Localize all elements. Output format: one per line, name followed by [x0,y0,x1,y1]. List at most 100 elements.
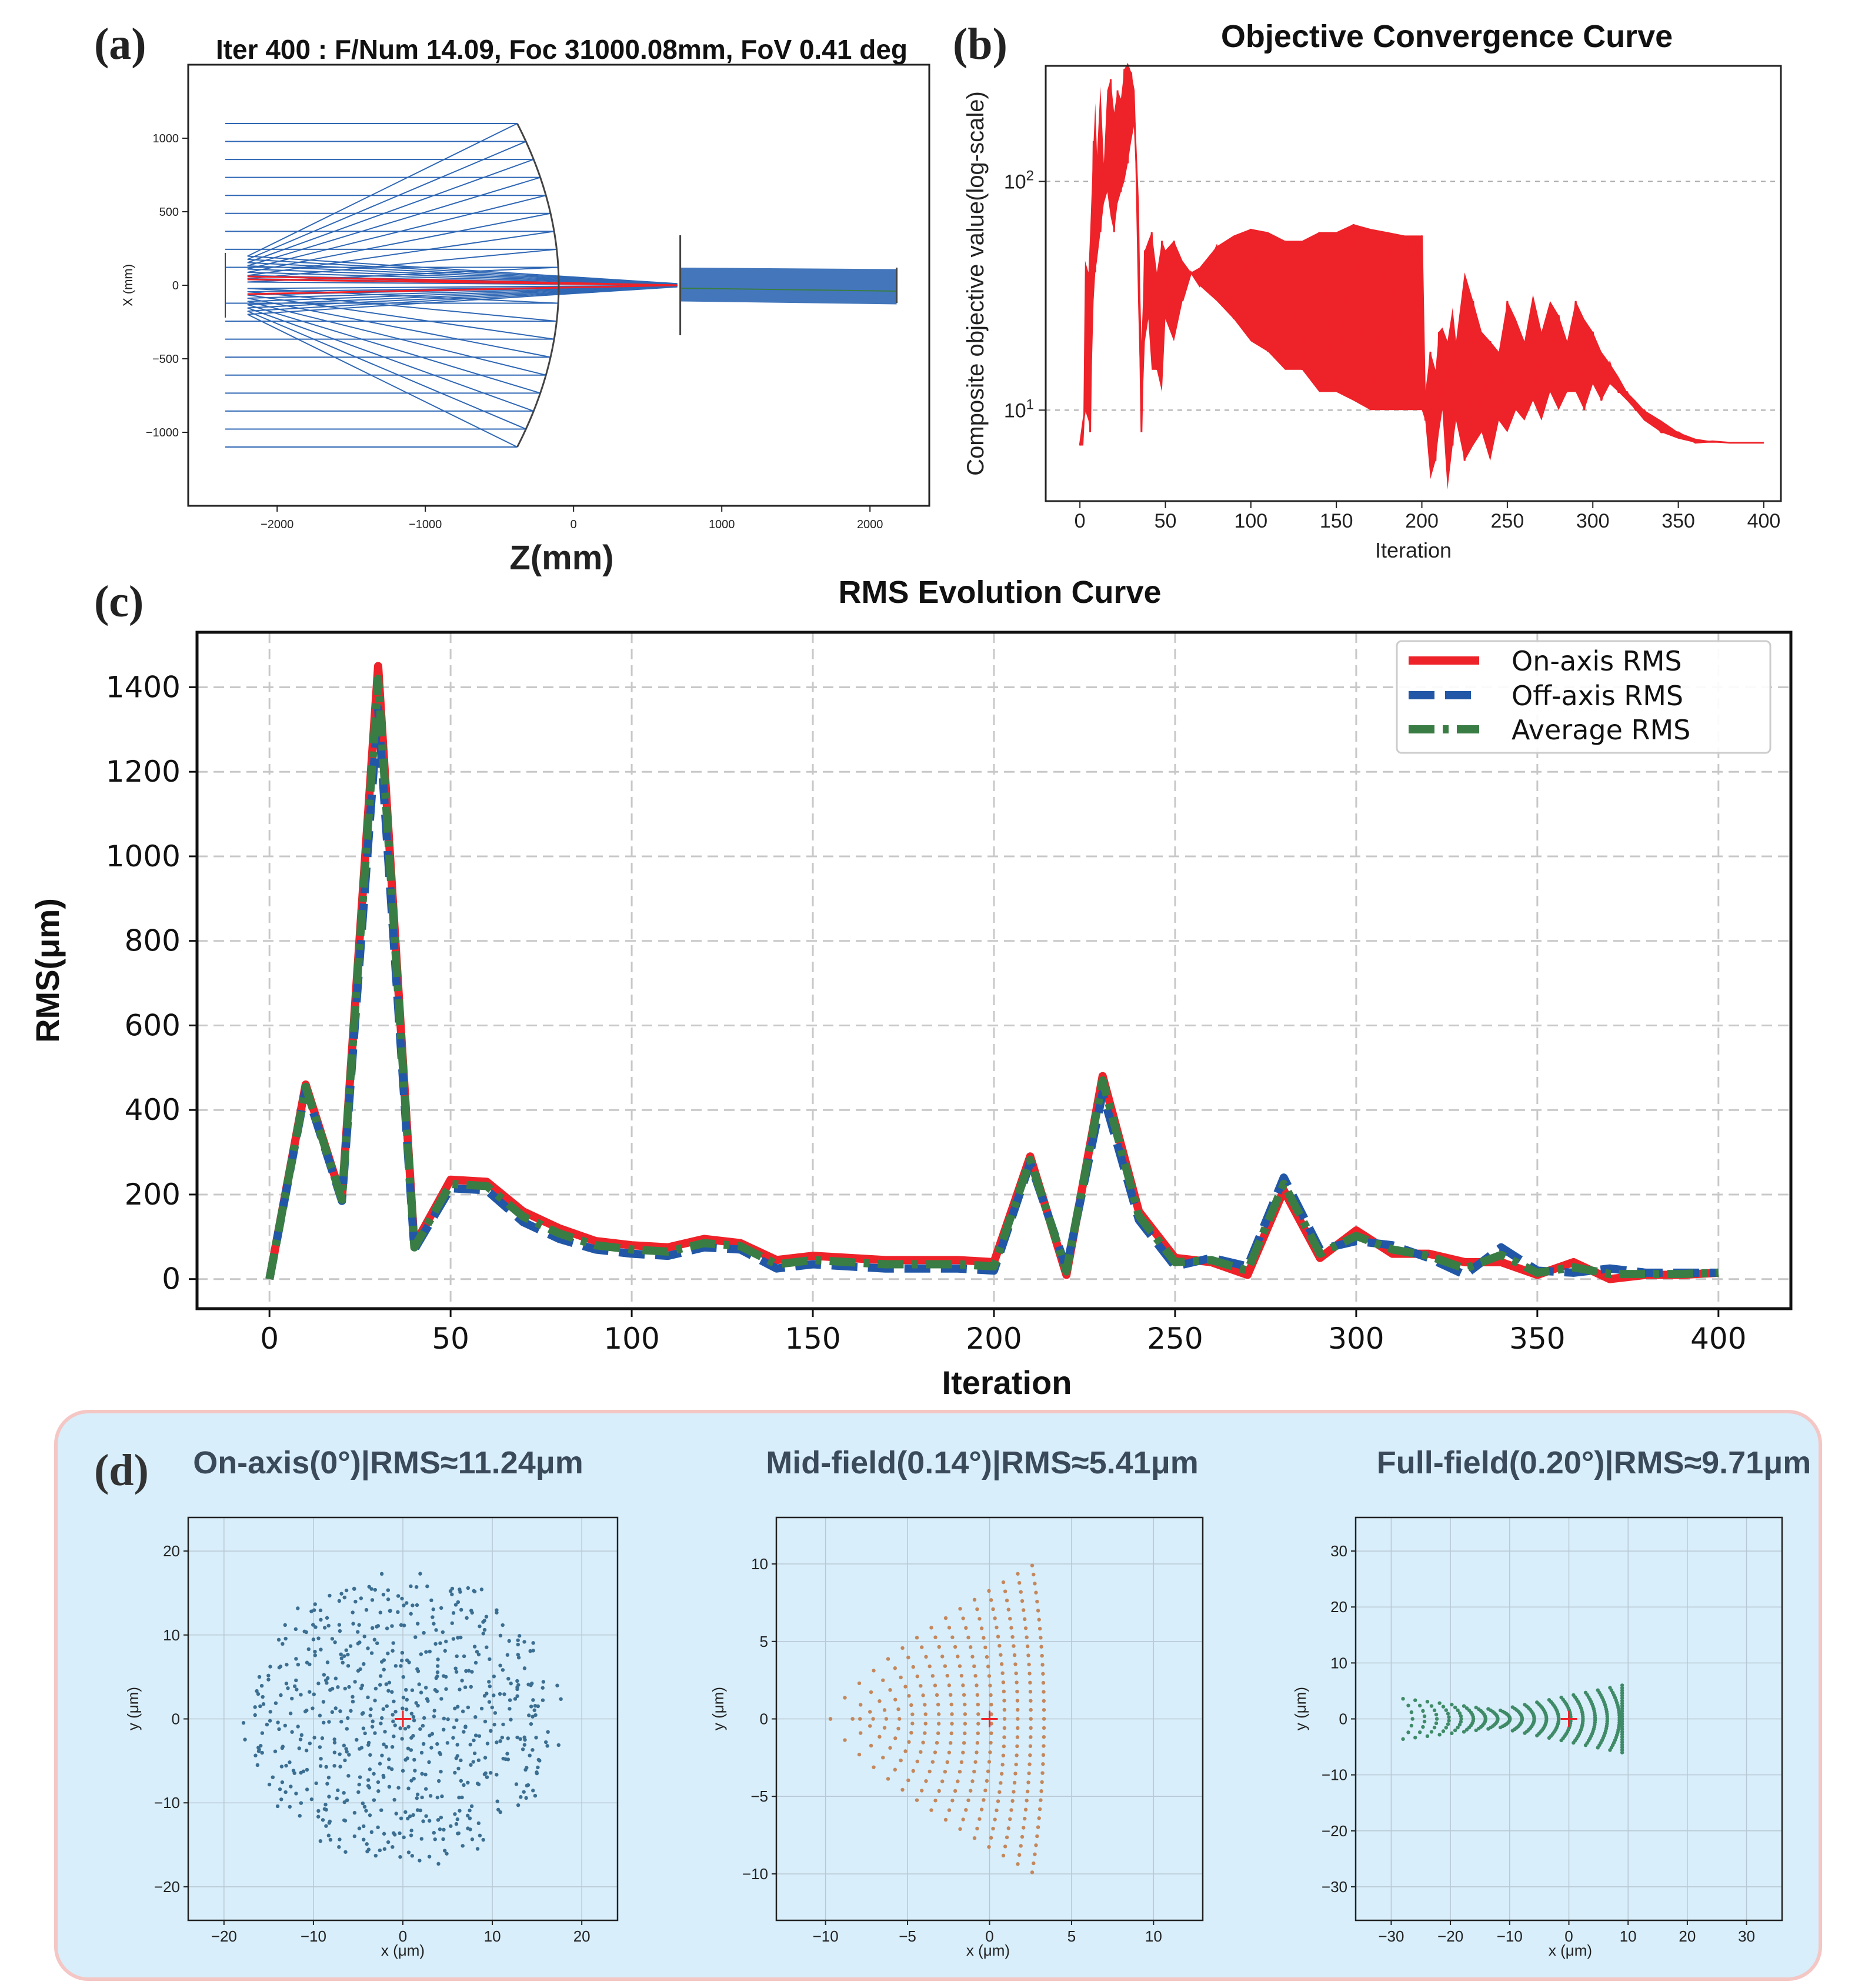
spot-point [991,1607,995,1612]
spot-point [530,1681,534,1686]
spot-point [421,1742,426,1746]
spot-point [424,1814,428,1818]
spot-point [1016,1726,1020,1730]
spot-point [405,1697,409,1702]
y-tick-label: 600 [125,1008,181,1042]
y-tick-label: 0 [760,1710,768,1728]
spot-point [970,1655,975,1659]
panel-c-legend: On-axis RMS Off-axis RMS Average RMS [1396,640,1771,754]
spot-point [325,1782,329,1786]
spot-point [445,1741,450,1745]
spot-point [488,1684,492,1689]
spot-point [419,1837,423,1841]
spot-point [1620,1688,1624,1693]
spot-point [496,1807,501,1812]
spot-point [322,1673,326,1677]
spot-point [929,1626,933,1630]
spot-point [475,1650,479,1654]
spot-point [309,1797,314,1802]
spot-point [335,1796,339,1800]
spot-point [1040,1653,1044,1658]
spot-point [988,1750,992,1754]
spot-point [987,1844,991,1849]
spot-point [1413,1698,1417,1702]
spot-point [419,1652,423,1656]
spot-point [1030,1870,1035,1874]
spot-point [498,1739,502,1743]
panel-c-frame [195,631,1793,1310]
spot-point [418,1808,423,1813]
spot-point [541,1698,545,1702]
spot-point [899,1675,903,1680]
spot-point [325,1681,329,1685]
x-tick-label: 250 [1491,510,1524,532]
x-tick-label: −1000 [409,518,442,531]
spot-point [1010,1635,1015,1639]
spot-point [316,1636,321,1640]
spot-point [531,1715,535,1719]
spot-point [1001,1580,1006,1585]
spot-point [470,1837,475,1842]
spot-full-field-ylabel: y (μm) [1292,1687,1309,1730]
spot-point [469,1804,474,1809]
spot-point [367,1786,372,1790]
y-tick-label: −20 [154,1878,180,1896]
spot-point [363,1731,367,1736]
spot-point [1001,1680,1006,1685]
spot-point [533,1793,538,1798]
spot-point [987,1589,991,1593]
spot-point [1446,1722,1450,1726]
spot-point [378,1674,383,1678]
spot-point [1456,1708,1460,1713]
spot-point [538,1759,542,1763]
spot-point [446,1717,450,1722]
spot-point [423,1772,428,1777]
spot-point [1422,1719,1427,1724]
spot-point [278,1665,283,1669]
spot-point [336,1788,340,1793]
spot-point [1017,1853,1022,1857]
spot-point [481,1837,485,1842]
spot-point [352,1834,357,1839]
spot-point [498,1633,503,1638]
spot-point [396,1610,400,1615]
spot-point [495,1608,499,1612]
plot-frame [775,1516,1204,1922]
spot-point [1027,1672,1032,1676]
spot-point [1036,1609,1040,1613]
spot-point [359,1686,363,1690]
spot-point [535,1771,539,1776]
spot-point [415,1603,419,1607]
spot-point [1028,1690,1033,1694]
x-tick-label: 0 [570,518,577,531]
spot-point [456,1600,461,1605]
x-tick-label: 10 [484,1927,501,1945]
spot-point [390,1624,394,1628]
spot-point [950,1635,955,1639]
spot-point [326,1623,331,1628]
spot-point [546,1730,550,1734]
spot-point [288,1760,292,1764]
spot-point [359,1596,363,1600]
spot-point [508,1698,512,1702]
spot-point [1620,1693,1624,1698]
spot-point [505,1752,509,1756]
spot-point [882,1708,887,1712]
spot-point [920,1789,924,1793]
spot-point [949,1693,953,1697]
spot-point [976,1731,980,1736]
spot-point [450,1621,454,1625]
panel-d-label: (d) [94,1446,149,1495]
spot-point [1010,1799,1015,1803]
spot-point [409,1833,413,1837]
spot-point [1028,1753,1032,1757]
spot-point [379,1722,383,1726]
spot-point [398,1854,402,1859]
spot-point [869,1743,873,1748]
spot-point [324,1824,328,1828]
spot-point [400,1650,405,1655]
spot-point [455,1654,459,1659]
spot-point [461,1844,465,1848]
y-tick-label: 0 [1339,1710,1347,1728]
spot-point [392,1734,396,1739]
